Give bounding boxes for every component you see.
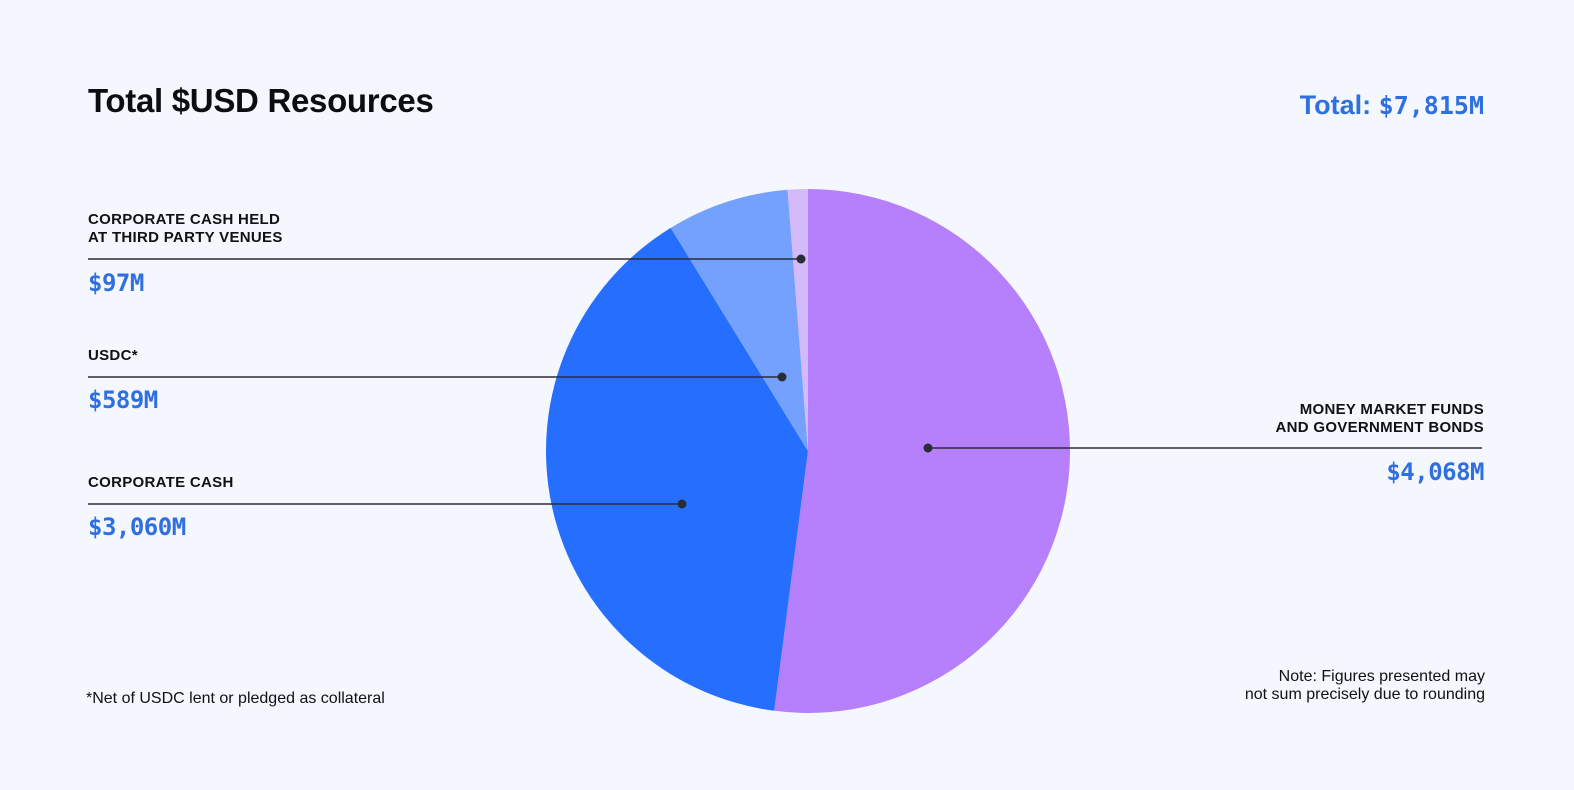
pie-slice-corporate-cash: [545, 227, 808, 711]
pie-slice-money-market: [774, 189, 1070, 713]
footnote: *Net of USDC lent or pledged as collater…: [86, 690, 385, 707]
leader-dot-corporate-cash: [677, 499, 687, 509]
slice-label-usdc: USDC*: [88, 347, 138, 364]
leader-dot-usdc: [777, 372, 787, 382]
pie-slice-third-party: [787, 189, 808, 451]
slice-label-third-party: CORPORATE CASH HELD AT THIRD PARTY VENUE…: [88, 211, 283, 246]
total-label: Total:: [1299, 90, 1372, 120]
pie-slices: [545, 189, 1070, 713]
chart-title: Total $USD Resources: [88, 82, 434, 119]
slice-value-money-market: $4,068M: [1386, 458, 1484, 486]
slice-label-money-market: MONEY MARKET FUNDS AND GOVERNMENT BONDS: [1275, 401, 1484, 436]
rounding-note: Note: Figures presented may not sum prec…: [1244, 668, 1485, 703]
total-value: $7,815M: [1378, 91, 1484, 120]
total-summary: Total: $7,815M: [1300, 90, 1484, 121]
leader-dot-money-market: [923, 443, 933, 453]
leader-lines: [88, 254, 1482, 509]
slice-value-usdc: $589M: [88, 386, 158, 414]
slice-value-corporate-cash: $3,060M: [88, 513, 186, 541]
leader-dot-third-party: [796, 254, 806, 264]
slice-label-corporate-cash: CORPORATE CASH: [88, 474, 234, 491]
slice-value-third-party: $97M: [88, 269, 144, 297]
pie-slice-usdc: [670, 189, 808, 451]
